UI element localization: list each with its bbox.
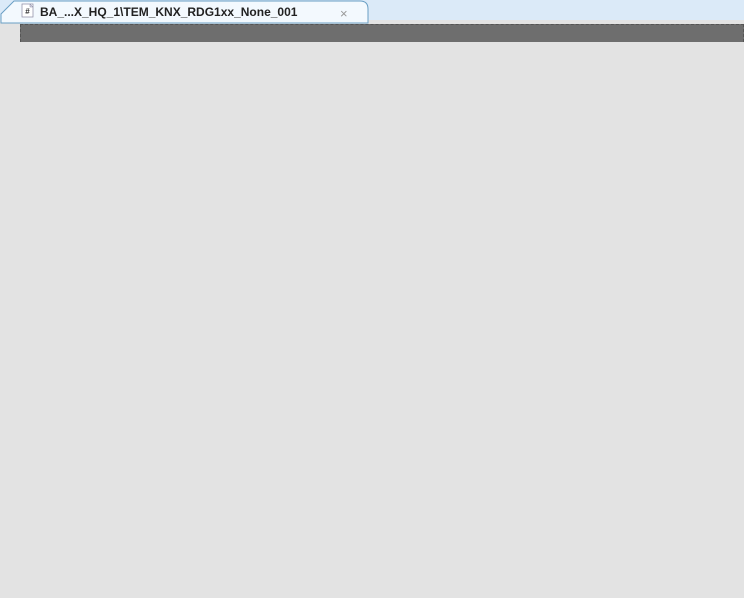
- svg-text:#: #: [25, 7, 30, 16]
